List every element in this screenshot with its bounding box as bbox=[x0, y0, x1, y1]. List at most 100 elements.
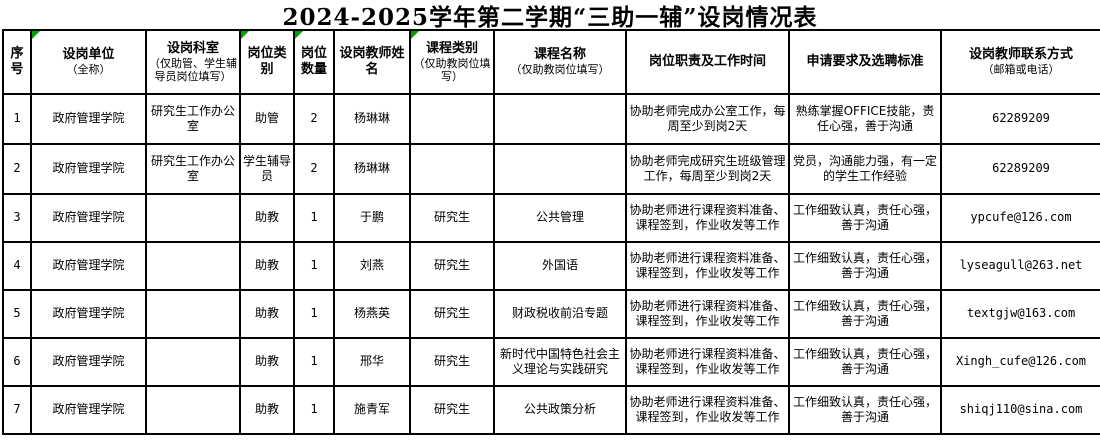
table-cell[interactable]: 财政税收前沿专题 bbox=[493, 289, 627, 339]
table-cell[interactable]: 1 bbox=[293, 385, 335, 435]
table-cell[interactable]: 协助老师进行课程资料准备、课程签到，作业收发等工作 bbox=[625, 289, 790, 339]
column-header-9[interactable]: 申请要求及选聘标准 bbox=[788, 29, 942, 95]
table-cell[interactable]: 外国语 bbox=[493, 241, 627, 291]
table-cell[interactable]: 1 bbox=[293, 337, 335, 387]
table-cell[interactable]: textgjw@163.com bbox=[940, 289, 1100, 339]
table-cell[interactable] bbox=[145, 193, 241, 243]
table-cell[interactable]: 研究生 bbox=[409, 385, 495, 435]
column-header-4[interactable]: 岗位数量 bbox=[293, 29, 335, 95]
cell-note-marker-icon bbox=[242, 32, 249, 39]
table-cell[interactable] bbox=[145, 241, 241, 291]
table-cell[interactable]: 协助老师进行课程资料准备、课程签到，作业收发等工作 bbox=[625, 241, 790, 291]
table-cell[interactable]: 研究生工作办公室 bbox=[145, 93, 241, 145]
table-cell[interactable]: 熟练掌握OFFICE技能，责任心强，善于沟通 bbox=[788, 93, 942, 145]
table-cell[interactable]: 2 bbox=[293, 143, 335, 195]
table-cell[interactable]: lyseagull@263.net bbox=[940, 241, 1100, 291]
table-cell[interactable]: 党员，沟通能力强，有一定的学生工作经验 bbox=[788, 143, 942, 195]
table-cell[interactable]: 4 bbox=[2, 241, 32, 291]
table-cell[interactable]: 杨燕英 bbox=[333, 289, 411, 339]
table-cell[interactable]: 政府管理学院 bbox=[30, 337, 147, 387]
table-cell[interactable]: 公共管理 bbox=[493, 193, 627, 243]
table-cell[interactable]: 1 bbox=[2, 93, 32, 145]
table-cell[interactable]: 协助老师进行课程资料准备、课程签到，作业收发等工作 bbox=[625, 337, 790, 387]
table-cell[interactable]: ypcufe@126.com bbox=[940, 193, 1100, 243]
table-cell[interactable]: 3 bbox=[2, 193, 32, 243]
table-row: 1 政府管理学院 研究生工作办公室 助管 2 杨琳琳 协助老师完成办公室工作，每周至少到岗2… bbox=[2, 93, 1100, 145]
table-cell[interactable] bbox=[145, 337, 241, 387]
column-header-5[interactable]: 设岗教师姓名 bbox=[333, 29, 411, 95]
table-cell[interactable]: 2 bbox=[2, 143, 32, 195]
column-header-label: 设岗教师姓名 bbox=[339, 46, 405, 77]
table-cell[interactable]: 助教 bbox=[239, 241, 295, 291]
table-cell[interactable]: shiqj110@sina.com bbox=[940, 385, 1100, 435]
column-header-1[interactable]: 设岗单位 （全称） bbox=[30, 29, 147, 95]
table-cell[interactable]: 政府管理学院 bbox=[30, 143, 147, 195]
table-cell[interactable]: Xingh_cufe@126.com bbox=[940, 337, 1100, 387]
table-cell[interactable]: 研究生 bbox=[409, 193, 495, 243]
table-cell[interactable]: 研究生 bbox=[409, 337, 495, 387]
table-cell[interactable]: 62289209 bbox=[940, 93, 1100, 145]
table-cell[interactable]: 学生辅导员 bbox=[239, 143, 295, 195]
table-cell[interactable]: 于鹏 bbox=[333, 193, 411, 243]
column-header-subnote: （邮箱或电话） bbox=[982, 63, 1060, 77]
table-row: 5 政府管理学院 助教 1 杨燕英 研究生 财政税收前沿专题 协助老师进行课程资料准备、课程签… bbox=[2, 289, 1100, 339]
table-cell[interactable]: 协助老师进行课程资料准备、课程签到，作业收发等工作 bbox=[625, 385, 790, 435]
table-cell[interactable]: 助教 bbox=[239, 385, 295, 435]
column-header-label: 序号 bbox=[10, 46, 24, 77]
table-cell[interactable]: 杨琳琳 bbox=[333, 143, 411, 195]
table-cell[interactable]: 协助老师完成办公室工作，每周至少到岗2天 bbox=[625, 93, 790, 145]
table-cell[interactable]: 7 bbox=[2, 385, 32, 435]
table-cell[interactable]: 政府管理学院 bbox=[30, 193, 147, 243]
table-cell[interactable]: 助管 bbox=[239, 93, 295, 145]
table-cell[interactable]: 杨琳琳 bbox=[333, 93, 411, 145]
table-cell[interactable] bbox=[145, 289, 241, 339]
table-cell[interactable]: 协助老师完成研究生班级管理工作，每周至少到岗2天 bbox=[625, 143, 790, 195]
column-header-8[interactable]: 岗位职责及工作时间 bbox=[625, 29, 790, 95]
table-cell[interactable]: 研究生 bbox=[409, 289, 495, 339]
column-header-2[interactable]: 设岗科室 （仅助管、学生辅导员岗位填写） bbox=[145, 29, 241, 95]
table-cell[interactable]: 新时代中国特色社会主义理论与实践研究 bbox=[493, 337, 627, 387]
table-cell[interactable]: 助教 bbox=[239, 193, 295, 243]
column-header-7[interactable]: 课程名称 （仅助教岗位填写） bbox=[493, 29, 627, 95]
table-cell[interactable]: 工作细致认真，责任心强，善于沟通 bbox=[788, 385, 942, 435]
table-row: 3 政府管理学院 助教 1 于鹏 研究生 公共管理 协助老师进行课程资料准备、课程签到，作业收… bbox=[2, 193, 1100, 243]
table-cell[interactable]: 工作细致认真，责任心强，善于沟通 bbox=[788, 193, 942, 243]
table-cell[interactable]: 工作细致认真，责任心强，善于沟通 bbox=[788, 337, 942, 387]
table-cell[interactable]: 工作细致认真，责任心强，善于沟通 bbox=[788, 289, 942, 339]
table-cell[interactable]: 刘燕 bbox=[333, 241, 411, 291]
page-title: 2024-2025学年第二学期“三助一辅”设岗情况表 bbox=[282, 3, 818, 31]
table-cell[interactable] bbox=[145, 385, 241, 435]
table-cell[interactable]: 施青军 bbox=[333, 385, 411, 435]
cell-note-marker-icon bbox=[33, 32, 40, 39]
table-cell[interactable] bbox=[493, 143, 627, 195]
table-cell[interactable] bbox=[493, 93, 627, 145]
column-header-3[interactable]: 岗位类别 bbox=[239, 29, 295, 95]
column-header-subnote: （仅助管、学生辅导员岗位填写） bbox=[149, 56, 237, 83]
table-cell[interactable]: 研究生工作办公室 bbox=[145, 143, 241, 195]
cell-note-marker-icon bbox=[412, 32, 419, 39]
column-header-6[interactable]: 课程类别 （仅助教岗位填写） bbox=[409, 29, 495, 95]
table-cell[interactable]: 政府管理学院 bbox=[30, 241, 147, 291]
column-header-0[interactable]: 序号 bbox=[2, 29, 32, 95]
table-cell[interactable] bbox=[409, 93, 495, 145]
table-cell[interactable]: 6 bbox=[2, 337, 32, 387]
table-cell[interactable]: 协助老师进行课程资料准备、课程签到，作业收发等工作 bbox=[625, 193, 790, 243]
table-cell[interactable]: 助教 bbox=[239, 337, 295, 387]
table-cell[interactable]: 62289209 bbox=[940, 143, 1100, 195]
column-header-label: 申请要求及选聘标准 bbox=[806, 54, 924, 70]
table-cell[interactable]: 5 bbox=[2, 289, 32, 339]
table-cell[interactable]: 政府管理学院 bbox=[30, 289, 147, 339]
table-cell[interactable] bbox=[409, 143, 495, 195]
table-cell[interactable]: 1 bbox=[293, 289, 335, 339]
table-cell[interactable]: 研究生 bbox=[409, 241, 495, 291]
table-cell[interactable]: 助教 bbox=[239, 289, 295, 339]
table-cell[interactable]: 政府管理学院 bbox=[30, 93, 147, 145]
column-header-10[interactable]: 设岗教师联系方式 （邮箱或电话） bbox=[940, 29, 1100, 95]
table-cell[interactable]: 1 bbox=[293, 241, 335, 291]
table-cell[interactable]: 2 bbox=[293, 93, 335, 145]
table-cell[interactable]: 公共政策分析 bbox=[493, 385, 627, 435]
table-cell[interactable]: 1 bbox=[293, 193, 335, 243]
table-cell[interactable]: 邢华 bbox=[333, 337, 411, 387]
table-cell[interactable]: 工作细致认真，责任心强，善于沟通 bbox=[788, 241, 942, 291]
table-cell[interactable]: 政府管理学院 bbox=[30, 385, 147, 435]
